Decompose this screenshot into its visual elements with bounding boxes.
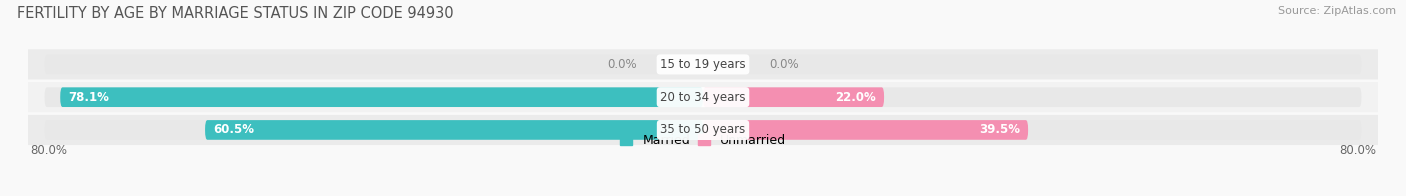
Text: 22.0%: 22.0% [835, 91, 876, 104]
Text: 80.0%: 80.0% [1340, 144, 1376, 157]
FancyBboxPatch shape [703, 120, 1028, 140]
FancyBboxPatch shape [20, 82, 1386, 112]
Text: 0.0%: 0.0% [769, 58, 799, 71]
Text: 80.0%: 80.0% [30, 144, 66, 157]
FancyBboxPatch shape [703, 120, 1361, 140]
FancyBboxPatch shape [703, 55, 1361, 74]
Text: 15 to 19 years: 15 to 19 years [661, 58, 745, 71]
FancyBboxPatch shape [703, 87, 1361, 107]
FancyBboxPatch shape [205, 120, 703, 140]
FancyBboxPatch shape [60, 87, 703, 107]
Text: 0.0%: 0.0% [607, 58, 637, 71]
FancyBboxPatch shape [20, 49, 1386, 80]
Text: FERTILITY BY AGE BY MARRIAGE STATUS IN ZIP CODE 94930: FERTILITY BY AGE BY MARRIAGE STATUS IN Z… [17, 6, 454, 21]
Text: 20 to 34 years: 20 to 34 years [661, 91, 745, 104]
Text: 60.5%: 60.5% [214, 123, 254, 136]
Text: 78.1%: 78.1% [69, 91, 110, 104]
Text: 39.5%: 39.5% [979, 123, 1019, 136]
FancyBboxPatch shape [45, 87, 703, 107]
FancyBboxPatch shape [703, 87, 884, 107]
FancyBboxPatch shape [20, 115, 1386, 145]
Text: Source: ZipAtlas.com: Source: ZipAtlas.com [1278, 6, 1396, 16]
Text: 35 to 50 years: 35 to 50 years [661, 123, 745, 136]
FancyBboxPatch shape [45, 55, 703, 74]
Legend: Married, Unmarried: Married, Unmarried [614, 129, 792, 152]
FancyBboxPatch shape [45, 120, 703, 140]
